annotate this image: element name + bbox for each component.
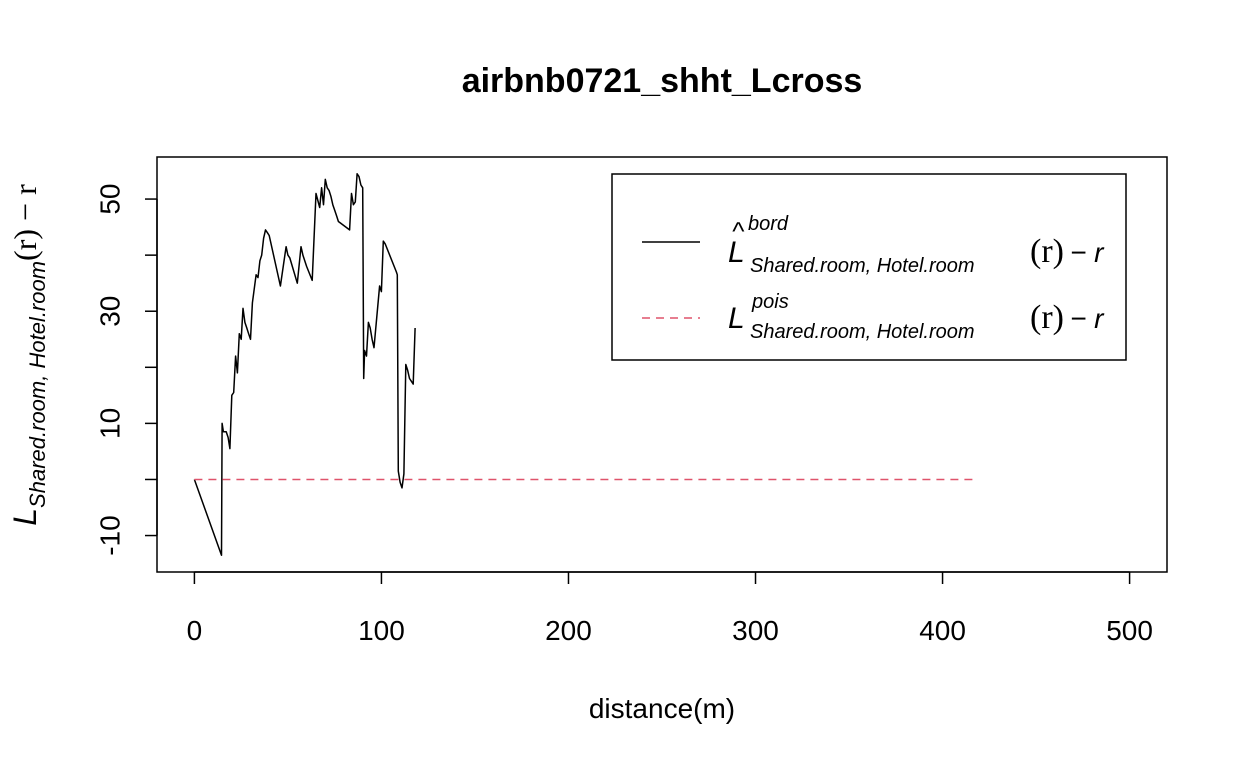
chart-title: airbnb0721_shht_Lcross (462, 62, 863, 100)
legend-pois-subscript: Shared.room, Hotel.room (750, 321, 975, 343)
legend-bord-paren: (r) (1030, 233, 1064, 270)
legend-bord-base: L (728, 236, 745, 269)
x-tick-label: 100 (358, 615, 405, 646)
y-axis: -10 10 30 50 (95, 183, 158, 556)
legend-pois-superscript: pois (751, 291, 789, 313)
x-axis: 0 100 200 300 400 500 (187, 571, 1153, 646)
y-axis-title-base: L (7, 508, 43, 526)
legend-pois-suffix: − r (1070, 303, 1105, 334)
y-tick-label: 50 (95, 183, 126, 214)
x-tick-label: 400 (919, 615, 966, 646)
x-tick-label: 0 (187, 615, 203, 646)
legend-bord-suffix: − r (1070, 237, 1105, 268)
y-tick-label: 30 (95, 296, 126, 327)
y-axis-title-subscript: Shared.room, Hotel.room (25, 261, 50, 508)
legend-box (611, 173, 1127, 361)
x-axis-title: distance(m) (589, 693, 735, 724)
y-axis-title-suffix: (r) − r (7, 184, 43, 261)
legend-hat-bord: ^ (732, 216, 745, 246)
y-tick-label: -10 (95, 515, 126, 555)
x-tick-label: 300 (732, 615, 779, 646)
series-line-bord (193, 173, 416, 556)
x-tick-label: 200 (545, 615, 592, 646)
y-axis-title: LShared.room, Hotel.room(r) − r (7, 184, 50, 526)
svg-text:LShared.room, Hotel.room(r) −: LShared.room, Hotel.room(r) − r (7, 184, 50, 526)
legend-pois-paren: (r) (1030, 299, 1064, 336)
legend-label-bord: Lbord Shared.room, Hotel.room (r) − r (728, 213, 1105, 277)
series-layer (193, 173, 977, 556)
legend-bord-subscript: Shared.room, Hotel.room (750, 255, 975, 277)
legend-bord-superscript: bord (748, 213, 789, 235)
y-tick-label: 10 (95, 408, 126, 439)
x-tick-label: 500 (1106, 615, 1153, 646)
legend-pois-base: L (728, 302, 745, 335)
